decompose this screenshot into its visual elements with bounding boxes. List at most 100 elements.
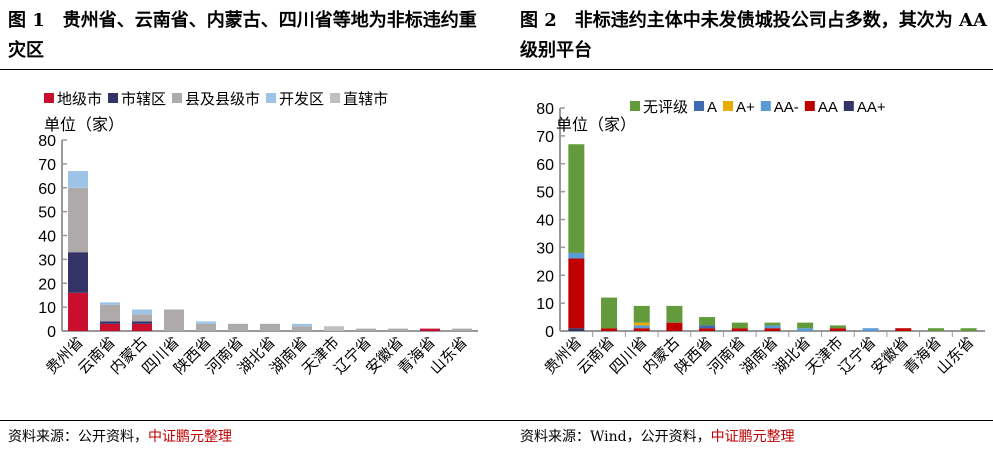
- bar-segment-开发区: [100, 302, 120, 305]
- legend-swatch: [172, 93, 183, 103]
- bar-segment-AA: [764, 328, 781, 331]
- y-tick-label: 0: [545, 324, 554, 341]
- bar-segment-县及县级市: [356, 328, 376, 331]
- bar-segment-AA-: [797, 328, 814, 331]
- y-tick-label: 70: [38, 157, 56, 174]
- figure-1-title: 图 1 贵州省、云南省、内蒙古、四川省等地为非标违约重灾区: [8, 10, 477, 61]
- bar-segment-无评级: [731, 322, 748, 329]
- bar-segment-A: [699, 325, 716, 329]
- bar-segment-AA: [568, 258, 585, 329]
- y-tick-label: 30: [536, 240, 554, 257]
- bar-segment-AA: [601, 328, 618, 331]
- bar-segment-AA-: [764, 325, 781, 329]
- y-tick-label: 50: [536, 185, 554, 202]
- bar-segment-县及县级市: [132, 314, 152, 322]
- legend-swatch: [694, 101, 705, 111]
- source-text: 资料来源：公开资料，: [8, 429, 148, 445]
- y-tick-label: 20: [38, 276, 56, 293]
- x-tick-label: 山东省: [427, 334, 471, 378]
- y-tick-label: 50: [38, 205, 56, 222]
- x-tick-label: 山东省: [934, 334, 978, 378]
- bar-segment-县及县级市: [228, 323, 248, 331]
- source-org: 中证鹏元整理: [710, 429, 795, 445]
- legend-label: 县及县级市: [185, 91, 260, 108]
- legend-label: AA-: [774, 99, 799, 116]
- bar-segment-无评级: [927, 328, 944, 331]
- legend-label: A: [707, 99, 717, 116]
- bar-segment-AA-: [568, 252, 585, 259]
- y-tick-label: 80: [536, 101, 554, 118]
- bar-segment-无评级: [633, 305, 650, 323]
- bar-segment-县及县级市: [292, 326, 312, 331]
- figure-1-source: 资料来源：公开资料，中证鹏元整理: [8, 426, 232, 446]
- legend-swatch: [723, 101, 734, 111]
- y-tick-label: 10: [536, 296, 554, 313]
- bar-segment-县及县级市: [196, 323, 216, 331]
- bar-segment-AA-: [862, 328, 879, 331]
- bar-segment-无评级: [601, 297, 618, 329]
- bar-segment-无评级: [797, 322, 814, 329]
- bar-segment-AA+: [568, 328, 585, 331]
- bar-segment-无评级: [960, 328, 977, 331]
- bar-segment-县及县级市: [260, 323, 280, 331]
- y-tick-label: 30: [38, 252, 56, 269]
- bar-segment-地级市: [420, 328, 440, 331]
- bar-segment-AA: [731, 328, 748, 331]
- legend-label: 市辖区: [121, 91, 166, 108]
- bar-segment-市辖区: [132, 321, 152, 324]
- figure-2-title: 图 2 非标违约主体中未发债城投公司占多数，其次为 AA 级别平台: [520, 10, 987, 61]
- bar-segment-开发区: [196, 321, 216, 324]
- unit-label: 单位（家）: [44, 116, 124, 134]
- figure-2-source: 资料来源：Wind，公开资料，中证鹏元整理: [520, 426, 795, 446]
- bar-segment-AA: [633, 328, 650, 331]
- bar-segment-县及县级市: [68, 187, 88, 253]
- bottom-rule: [0, 420, 993, 421]
- bar-segment-无评级: [666, 305, 683, 323]
- bar-segment-AA-: [633, 325, 650, 329]
- y-tick-label: 10: [38, 300, 56, 317]
- legend-swatch: [44, 93, 54, 103]
- legend-swatch: [843, 101, 854, 111]
- bar-segment-A+: [633, 322, 650, 326]
- legend-label: 无评级: [643, 99, 688, 116]
- bar-segment-开发区: [132, 309, 152, 315]
- legend-label: A+: [736, 99, 755, 116]
- y-tick-label: 60: [38, 181, 56, 198]
- bar-segment-开发区: [292, 323, 312, 327]
- y-tick-label: 40: [536, 213, 554, 230]
- bar-segment-市辖区: [100, 321, 120, 324]
- bar-segment-AA: [895, 328, 912, 331]
- legend-swatch: [330, 93, 341, 103]
- legend-label: AA+: [857, 99, 886, 116]
- legend-swatch: [266, 93, 277, 103]
- legend-swatch: [108, 93, 119, 103]
- bar-segment-县及县级市: [100, 304, 120, 322]
- y-tick-label: 80: [38, 133, 56, 150]
- top-rule: [0, 69, 993, 70]
- y-tick-label: 20: [536, 268, 554, 285]
- legend-swatch: [760, 101, 771, 111]
- bar-segment-县及县级市: [388, 328, 408, 331]
- bar-segment-AA: [699, 328, 716, 331]
- bar-segment-县及县级市: [164, 309, 184, 331]
- bar-segment-AA: [666, 322, 683, 331]
- unit-label: 单位（家）: [556, 116, 636, 134]
- legend-label: AA: [818, 99, 838, 116]
- source-text: 资料来源：Wind，公开资料，: [520, 429, 711, 445]
- y-tick-label: 70: [536, 129, 554, 146]
- y-tick-label: 60: [536, 157, 554, 174]
- legend-swatch: [804, 101, 815, 111]
- bar-segment-无评级: [829, 325, 846, 329]
- legend-label: 开发区: [279, 91, 324, 108]
- source-org: 中证鹏元整理: [148, 429, 232, 445]
- bar-segment-地级市: [100, 323, 120, 331]
- bar-segment-地级市: [68, 292, 88, 331]
- bar-segment-开发区: [68, 171, 88, 188]
- bar-segment-AA: [829, 328, 846, 331]
- y-tick-label: 0: [47, 324, 56, 341]
- bar-segment-县及县级市: [452, 328, 472, 331]
- legend-swatch: [630, 101, 640, 111]
- bar-segment-无评级: [699, 317, 716, 326]
- bar-segment-市辖区: [68, 252, 88, 293]
